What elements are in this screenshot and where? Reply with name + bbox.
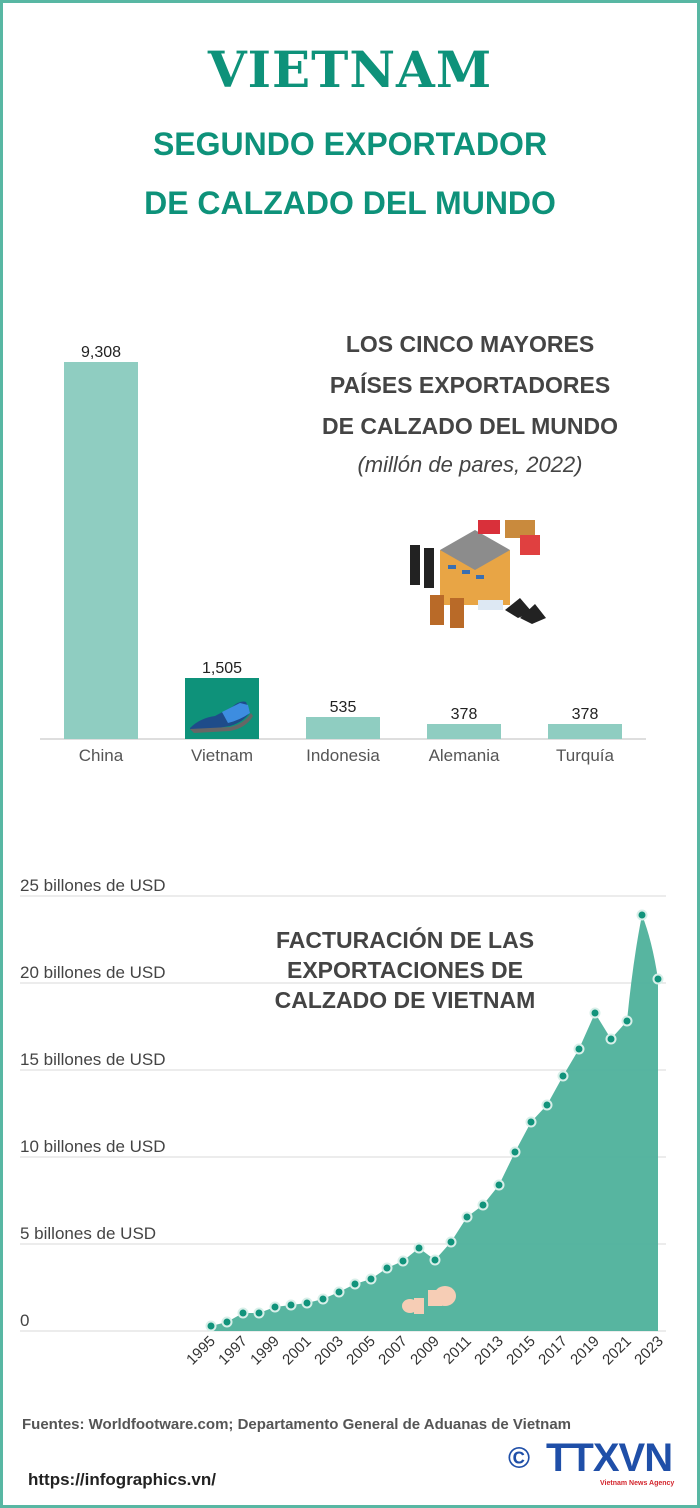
export-revenue-area xyxy=(211,915,658,1331)
y-tick-5: 5 billones de USD xyxy=(20,1224,156,1243)
sneaker-icon xyxy=(190,701,253,733)
bar-value-turquia: 378 xyxy=(572,706,599,723)
x-tick-2011: 2011 xyxy=(440,1333,475,1368)
bar-value-alemania: 378 xyxy=(451,706,478,723)
y-tick-25: 25 billones de USD xyxy=(20,876,166,895)
bar-value-china: 9,308 xyxy=(81,344,121,361)
area-chart-title: FACTURACIÓN DE LAS EXPORTACIONES DE CALZ… xyxy=(240,925,570,1015)
x-tick-2015: 2015 xyxy=(503,1333,539,1369)
ttxvn-logo-subtitle: Vietnam News Agency xyxy=(600,1480,675,1487)
y-tick-0: 0 xyxy=(20,1311,29,1330)
x-tick-2023: 2023 xyxy=(631,1333,667,1369)
y-tick-20: 20 billones de USD xyxy=(20,963,166,982)
shoe-factory-illustration xyxy=(410,520,546,628)
x-tick-2009: 2009 xyxy=(407,1333,443,1369)
bar-category-indonesia: Indonesia xyxy=(306,746,380,765)
x-tick-2019: 2019 xyxy=(567,1333,603,1369)
subtitle-line-1: SEGUNDO EXPORTADOR xyxy=(152,126,548,162)
area-title-line-2: EXPORTACIONES DE xyxy=(287,957,523,983)
bar-china xyxy=(64,362,138,739)
area-title-line-3: CALZADO DE VIETNAM xyxy=(274,987,536,1013)
x-tick-2003: 2003 xyxy=(311,1333,347,1369)
x-tick-2007: 2007 xyxy=(375,1333,411,1369)
bar-alemania xyxy=(427,724,501,739)
shoe-print-icon xyxy=(402,1286,456,1314)
x-tick-1999: 1999 xyxy=(247,1333,283,1369)
bar-category-vietnam: Vietnam xyxy=(191,746,253,765)
data-points xyxy=(205,909,664,1332)
x-tick-1995: 1995 xyxy=(183,1333,219,1369)
x-tick-2017: 2017 xyxy=(535,1333,571,1369)
bar-title-line-3: DE CALZADO DEL MUNDO xyxy=(321,413,618,439)
y-tick-10: 10 billones de USD xyxy=(20,1137,166,1156)
bar-value-indonesia: 535 xyxy=(330,699,357,716)
bar-chart-title: LOS CINCO MAYORES PAÍSES EXPORTADORES DE… xyxy=(296,324,644,447)
page-title: VIETNAM xyxy=(207,40,493,99)
area-title-line-1: FACTURACIÓN DE LAS xyxy=(275,927,535,953)
bar-category-alemania: Alemania xyxy=(429,746,500,765)
y-tick-15: 15 billones de USD xyxy=(20,1050,166,1069)
bar-title-line-1: LOS CINCO MAYORES xyxy=(345,331,595,357)
bar-value-vietnam: 1,505 xyxy=(202,660,242,677)
x-tick-2013: 2013 xyxy=(471,1333,507,1369)
ttxvn-logo: TTXVN xyxy=(546,1436,673,1480)
bar-category-turquia: Turquía xyxy=(556,746,615,765)
source-url-link[interactable]: https://infographics.vn/ xyxy=(28,1470,216,1489)
x-tick-1997: 1997 xyxy=(215,1333,251,1369)
subtitle-line-2: DE CALZADO DEL MUNDO xyxy=(144,185,556,221)
bar-title-line-2: PAÍSES EXPORTADORES xyxy=(329,372,611,398)
x-tick-2021: 2021 xyxy=(599,1333,635,1369)
sources-text: Fuentes: Worldfootware.com; Departamento… xyxy=(22,1416,572,1433)
bar-chart-subtitle: (millón de pares, 2022) xyxy=(357,452,583,477)
x-tick-2001: 2001 xyxy=(279,1333,315,1369)
copyright-icon: © xyxy=(508,1442,531,1475)
bar-category-china: China xyxy=(79,746,124,765)
bar-turquia xyxy=(548,724,622,739)
x-tick-2005: 2005 xyxy=(343,1333,379,1369)
bar-indonesia xyxy=(306,717,380,739)
